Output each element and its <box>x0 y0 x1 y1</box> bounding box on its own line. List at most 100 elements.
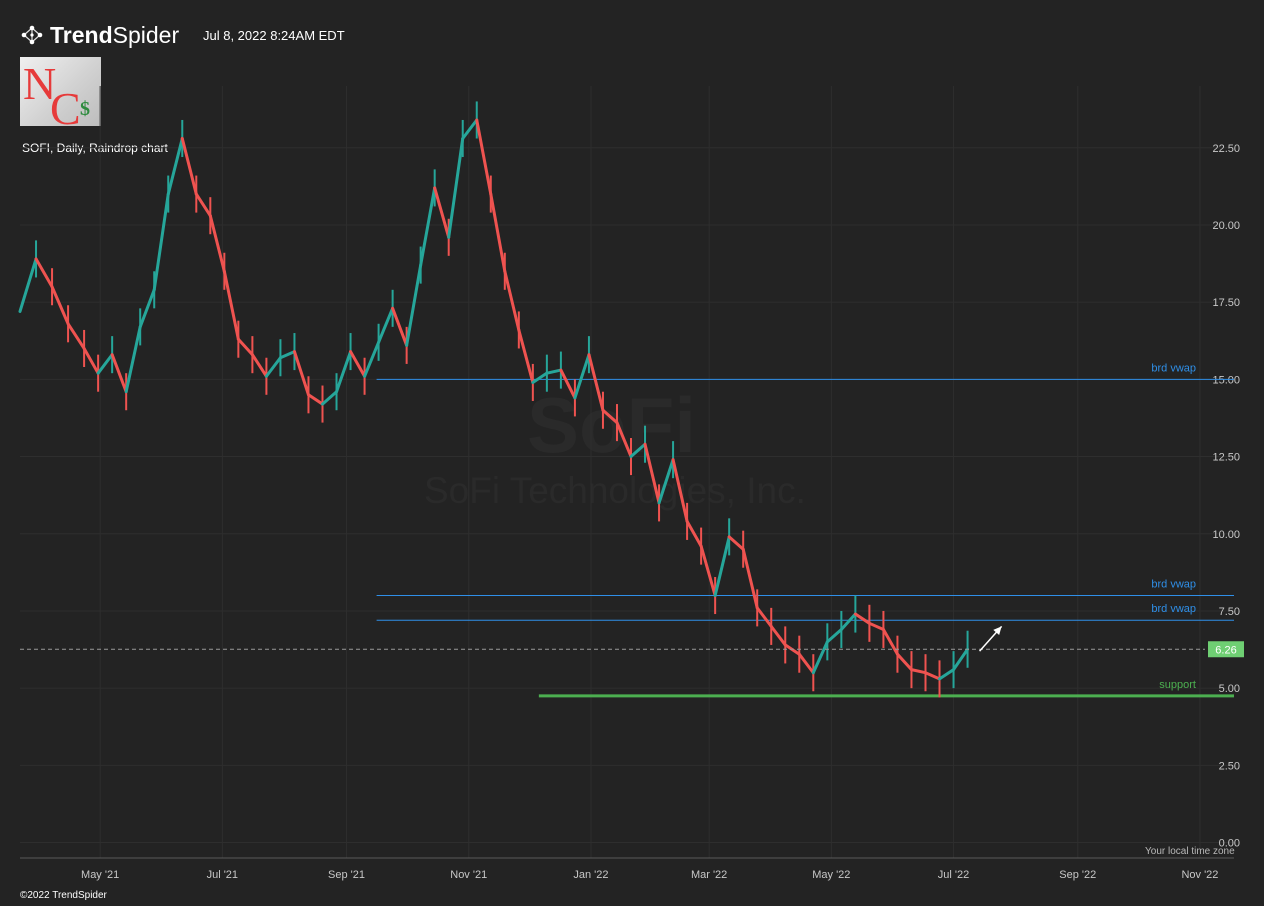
vwap-label: brd vwap <box>1151 579 1196 591</box>
price-segment <box>811 640 829 675</box>
price-segment <box>34 257 54 289</box>
price-segment <box>320 390 339 406</box>
price-segment <box>755 606 773 628</box>
price-segment <box>152 192 170 292</box>
y-tick-label: 5.00 <box>1219 683 1240 695</box>
price-segment <box>433 186 451 239</box>
price-segment <box>881 627 899 656</box>
price-segment <box>489 192 507 273</box>
price-bars <box>18 101 970 698</box>
price-segment <box>839 612 857 631</box>
price-segment <box>447 136 465 239</box>
price-segment <box>769 624 787 647</box>
y-tick-label: 20.00 <box>1212 220 1240 232</box>
price-segment <box>377 306 395 344</box>
trendspider-network-icon <box>21 25 43 45</box>
price-segment <box>895 652 913 672</box>
price-segment <box>853 612 871 625</box>
chart-annotations: brd vwap brd vwap brd vwap support <box>376 362 1234 698</box>
price-segment <box>559 368 577 400</box>
price-segment <box>475 118 493 196</box>
price-segment <box>923 671 942 681</box>
price-segment <box>391 306 409 347</box>
price-segment <box>66 322 86 350</box>
price-segment <box>110 353 128 394</box>
x-tick-label: Sep '22 <box>1059 869 1096 881</box>
price-segment <box>166 136 184 196</box>
copyright: ©2022 TrendSpider <box>20 890 107 901</box>
price-segment <box>419 186 437 267</box>
y-tick-label: 12.50 <box>1212 452 1240 464</box>
trend-arrow-head <box>993 626 1002 636</box>
price-segment <box>685 519 703 548</box>
price-segment <box>250 353 268 378</box>
price-segment <box>713 535 731 598</box>
price-segment <box>909 668 927 675</box>
price-segment <box>699 544 717 598</box>
y-tick-label: 10.00 <box>1212 529 1240 541</box>
y-tick-label: 17.50 <box>1212 297 1240 309</box>
x-tick-label: Nov '21 <box>450 869 487 881</box>
timezone-note: Your local time zone <box>1145 846 1235 857</box>
price-segment <box>517 328 535 384</box>
price-segment <box>82 346 100 375</box>
price-segment <box>222 269 240 341</box>
support-label: support <box>1159 679 1196 691</box>
last-price-value: 6.26 <box>1215 644 1236 656</box>
x-tick-label: Nov '22 <box>1181 869 1218 881</box>
price-segment <box>405 263 423 347</box>
price-segment <box>503 269 521 332</box>
price-segment <box>292 350 310 397</box>
price-segment <box>124 325 142 394</box>
x-axis: May '21 Jul '21 Sep '21 Nov '21 Jan '22 Mar '… <box>20 857 1234 881</box>
brand-name-regular: Spider <box>112 21 180 48</box>
nc-logo-dollar: $ <box>80 98 90 120</box>
nc-logo-letter-c: C <box>50 83 81 126</box>
y-tick-label: 15.00 <box>1212 374 1240 386</box>
price-segment <box>825 627 843 644</box>
price-segment <box>138 288 156 329</box>
watermark-ticker: SoFi <box>527 381 696 469</box>
price-segment <box>657 458 675 505</box>
price-segment <box>306 393 324 406</box>
price-segment <box>573 353 591 400</box>
price-segment <box>601 408 619 425</box>
brand-name-bold: Trend <box>50 21 113 48</box>
y-tick-label: 2.50 <box>1219 760 1240 772</box>
price-segment <box>629 442 647 459</box>
timestamp: Jul 8, 2022 8:24AM EDT <box>203 28 345 43</box>
x-tick-label: May '22 <box>812 869 850 881</box>
last-price-badge <box>1208 641 1244 658</box>
watermark-company: SoFi Technologies, Inc. <box>424 470 806 511</box>
price-segment <box>797 652 815 675</box>
x-tick-label: Jul '21 <box>207 869 238 881</box>
price-segment <box>615 421 633 459</box>
price-segment <box>531 371 549 384</box>
y-tick-label: 0.00 <box>1219 838 1240 850</box>
price-segment <box>180 136 198 196</box>
vwap-label: brd vwap <box>1151 362 1196 374</box>
price-segment <box>96 353 114 375</box>
price-segment <box>461 118 479 140</box>
price-segment <box>952 647 970 672</box>
price-segment <box>278 350 296 360</box>
price-segment <box>194 192 212 218</box>
price-segment <box>236 337 254 357</box>
vwap-label: brd vwap <box>1151 603 1196 615</box>
price-segment <box>264 356 282 378</box>
price-segment <box>18 257 38 313</box>
y-tick-label: 7.50 <box>1219 606 1240 618</box>
price-segment <box>587 353 605 412</box>
price-segment <box>335 350 353 394</box>
nc-logo-letter-n: N <box>23 58 56 109</box>
brand-header: TrendSpider <box>20 20 179 50</box>
price-segment <box>50 285 70 326</box>
brand-name: TrendSpider <box>50 22 179 49</box>
price-segment <box>867 621 885 631</box>
price-segment <box>208 214 226 273</box>
x-tick-label: Sep '21 <box>328 869 365 881</box>
chart-extras: 6.26 <box>20 625 1244 658</box>
price-segment <box>363 340 381 378</box>
nc-logo-badge: N C $ <box>20 57 101 134</box>
